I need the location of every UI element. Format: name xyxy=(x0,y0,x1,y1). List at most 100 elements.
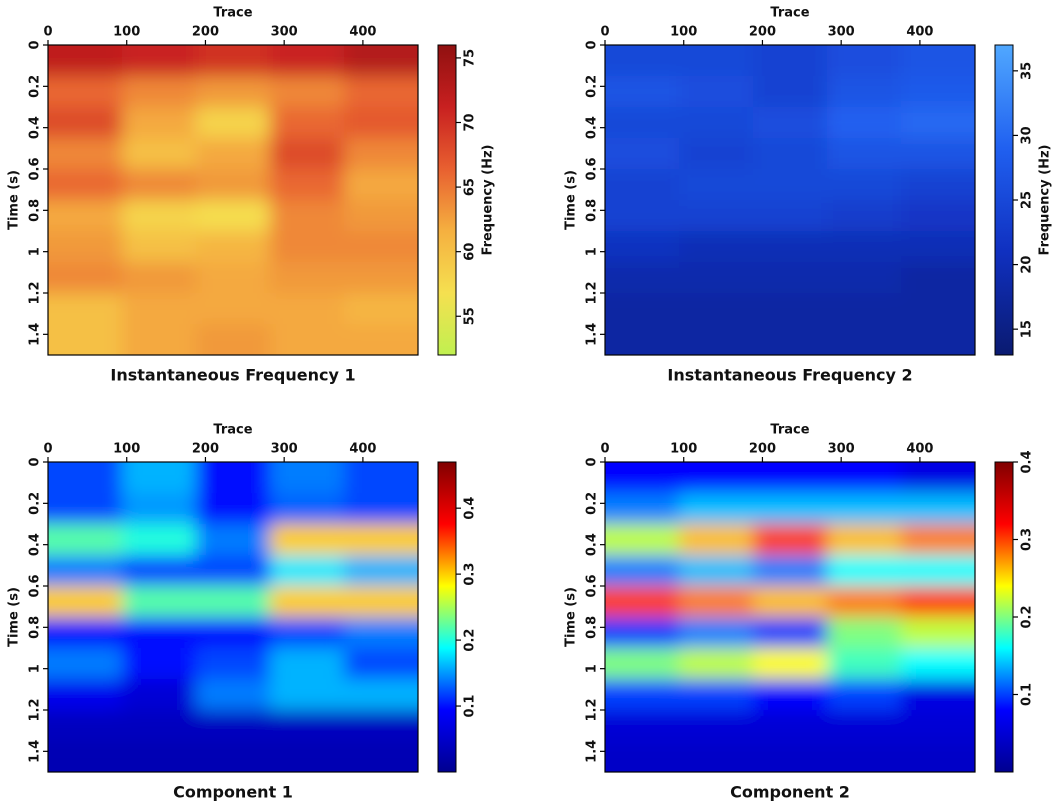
cell xyxy=(901,586,975,618)
cell xyxy=(344,138,418,170)
cell xyxy=(122,45,197,77)
cell xyxy=(827,648,902,680)
x-tick-label: 0 xyxy=(43,25,52,40)
colorbar-tick-label: 0.4 xyxy=(463,497,478,520)
cell xyxy=(605,231,680,263)
cell xyxy=(679,293,754,325)
cell xyxy=(605,293,680,325)
cell xyxy=(827,493,902,525)
cell xyxy=(48,324,123,355)
cell xyxy=(679,586,754,618)
cell xyxy=(344,586,418,618)
cell xyxy=(605,324,680,355)
cell xyxy=(679,200,754,232)
heatmap xyxy=(48,45,418,355)
cell xyxy=(122,231,197,263)
x-tick-label: 200 xyxy=(192,442,219,457)
cell xyxy=(270,45,345,77)
cell xyxy=(753,138,828,170)
cell xyxy=(827,45,902,77)
colorbar-tick-label: 60 xyxy=(463,243,478,261)
cell xyxy=(679,324,754,355)
cell xyxy=(196,76,271,108)
y-tick-label: 0 xyxy=(585,40,600,49)
cell xyxy=(48,710,123,742)
y-tick-label: 0 xyxy=(28,40,43,49)
cell xyxy=(901,45,975,77)
cell xyxy=(270,262,345,294)
cell xyxy=(901,76,975,108)
colorbar-tick-label: 20 xyxy=(1020,256,1035,274)
cell xyxy=(605,200,680,232)
cell xyxy=(605,493,680,525)
cell xyxy=(605,76,680,108)
x-tick-label: 300 xyxy=(828,442,855,457)
cell xyxy=(753,648,828,680)
y-tick-label: 1.2 xyxy=(28,698,43,721)
colorbar-tick-label: 0.1 xyxy=(1020,683,1035,706)
cell xyxy=(605,262,680,294)
heatmap xyxy=(48,462,418,772)
cell xyxy=(344,262,418,294)
cell xyxy=(196,648,271,680)
cell xyxy=(827,231,902,263)
cell xyxy=(48,679,123,711)
x-tick-label: 200 xyxy=(192,25,219,40)
colorbar xyxy=(437,461,457,773)
plot-frame xyxy=(604,461,976,773)
cell xyxy=(901,555,975,587)
cell xyxy=(122,76,197,108)
cell xyxy=(48,648,123,680)
cell xyxy=(901,107,975,139)
cell xyxy=(827,324,902,355)
y-tick-label: 0.4 xyxy=(585,533,600,556)
y-tick-label: 0.8 xyxy=(585,616,600,639)
y-tick-label: 0.2 xyxy=(28,75,43,98)
cell xyxy=(679,555,754,587)
cell xyxy=(270,555,345,587)
cell xyxy=(901,262,975,294)
cell xyxy=(196,462,271,494)
colorbar-label: Frequency (Hz) xyxy=(1038,145,1053,256)
cell xyxy=(48,555,123,587)
x-tick-label: 400 xyxy=(906,25,933,40)
cell xyxy=(196,324,271,355)
cell xyxy=(270,493,345,525)
y-tick-label: 0.6 xyxy=(585,574,600,597)
cell xyxy=(122,493,197,525)
cell xyxy=(827,586,902,618)
cell xyxy=(753,293,828,325)
cell xyxy=(344,293,418,325)
heatmap-cells xyxy=(605,45,975,355)
cell xyxy=(122,710,197,742)
cell xyxy=(344,462,418,494)
cell xyxy=(196,169,271,201)
cell xyxy=(901,648,975,680)
cell xyxy=(122,138,197,170)
cell xyxy=(753,710,828,742)
y-tick-label: 0.6 xyxy=(585,157,600,180)
y-tick-label: 0.4 xyxy=(28,533,43,556)
cell xyxy=(753,231,828,263)
cell xyxy=(122,555,197,587)
cell xyxy=(196,138,271,170)
y-tick-label: 1.4 xyxy=(28,740,43,763)
colorbar-tick-label: 0.3 xyxy=(1020,528,1035,551)
cell xyxy=(196,555,271,587)
x-tick-label: 100 xyxy=(113,442,140,457)
cell xyxy=(270,231,345,263)
cell xyxy=(901,617,975,649)
x-tick-label: 100 xyxy=(670,25,697,40)
cell xyxy=(344,524,418,556)
cell xyxy=(344,107,418,139)
cell xyxy=(753,262,828,294)
cell xyxy=(48,200,123,232)
cell xyxy=(270,648,345,680)
cell xyxy=(753,169,828,201)
cell xyxy=(605,617,680,649)
y-axis-label: Time (s) xyxy=(7,170,22,230)
cell xyxy=(679,76,754,108)
cell xyxy=(270,107,345,139)
